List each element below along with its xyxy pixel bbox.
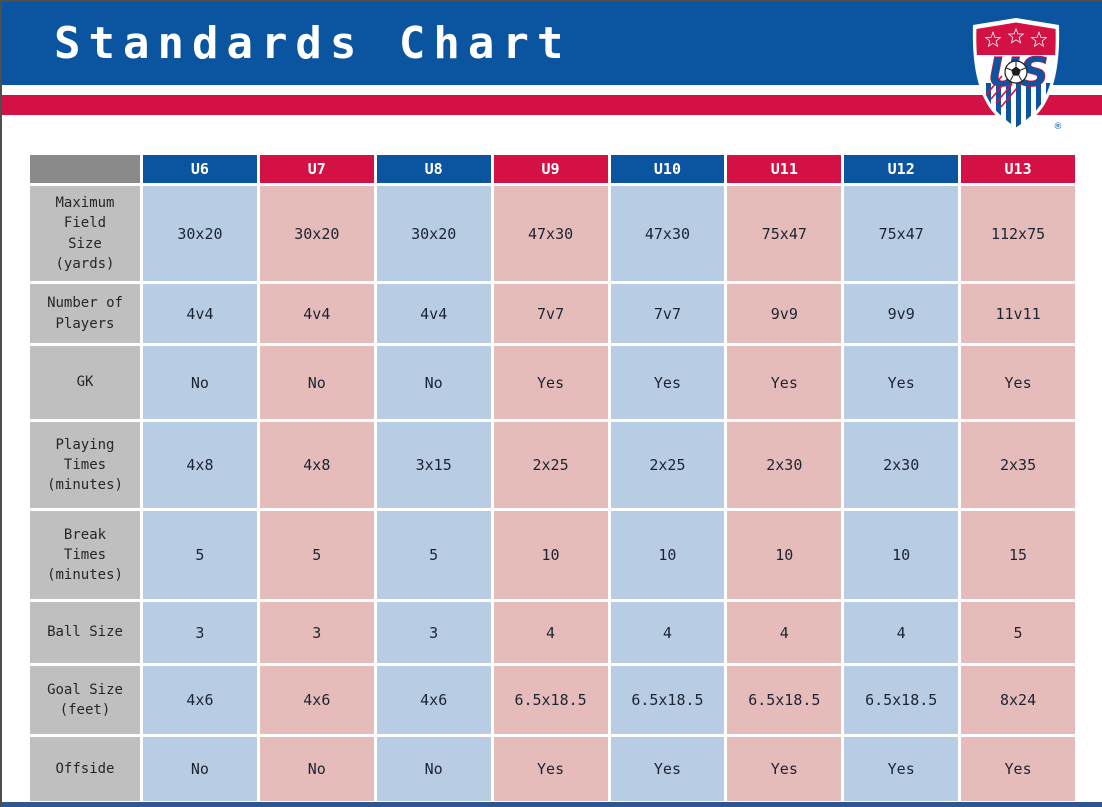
table-corner-cell — [30, 155, 140, 183]
cell-u8-goal-size-feet: 4x6 — [376, 666, 491, 734]
cell-u12-ball-size: 4 — [844, 602, 959, 663]
column-header-u7: U7 — [259, 155, 374, 183]
cell-u9-number-of-players: 7v7 — [493, 284, 608, 343]
column-header-u12: U12 — [844, 155, 959, 183]
red-accent-stripe — [2, 95, 1102, 115]
cell-u7-break-times-minutes: 5 — [259, 511, 374, 599]
us-soccer-crest-logo: U S ® — [972, 18, 1063, 132]
cell-u9-offside: Yes — [493, 737, 608, 801]
bottom-accent-bar — [2, 802, 1102, 807]
row-label-goal-size-feet: Goal Size (feet) — [30, 666, 140, 734]
cell-u7-number-of-players: 4v4 — [259, 284, 374, 343]
cell-u11-maximum-field-size-yards: 75x47 — [727, 186, 842, 281]
cell-u6-maximum-field-size-yards: 30x20 — [143, 186, 257, 281]
cell-u8-playing-times-minutes: 3x15 — [376, 422, 491, 508]
cell-u13-maximum-field-size-yards: 112x75 — [961, 186, 1075, 281]
cell-u10-gk: Yes — [610, 346, 725, 419]
cell-u7-ball-size: 3 — [259, 602, 374, 663]
cell-u6-goal-size-feet: 4x6 — [143, 666, 257, 734]
cell-u7-playing-times-minutes: 4x8 — [259, 422, 374, 508]
cell-u12-offside: Yes — [844, 737, 959, 801]
cell-u9-maximum-field-size-yards: 47x30 — [493, 186, 608, 281]
cell-u9-playing-times-minutes: 2x25 — [493, 422, 608, 508]
crest-speed-lines — [985, 75, 1018, 108]
cell-u12-gk: Yes — [844, 346, 959, 419]
title-banner: Standards Chart — [2, 2, 1102, 85]
column-header-u11: U11 — [727, 155, 842, 183]
cell-u11-ball-size: 4 — [727, 602, 842, 663]
cell-u7-offside: No — [259, 737, 374, 801]
cell-u8-break-times-minutes: 5 — [376, 511, 491, 599]
cell-u8-ball-size: 3 — [376, 602, 491, 663]
cell-u8-offside: No — [376, 737, 491, 801]
cell-u13-number-of-players: 11v11 — [961, 284, 1075, 343]
cell-u6-playing-times-minutes: 4x8 — [143, 422, 257, 508]
row-label-number-of-players: Number of Players — [30, 284, 140, 343]
cell-u12-number-of-players: 9v9 — [844, 284, 959, 343]
cell-u12-goal-size-feet: 6.5x18.5 — [844, 666, 959, 734]
cell-u10-goal-size-feet: 6.5x18.5 — [610, 666, 725, 734]
cell-u10-number-of-players: 7v7 — [610, 284, 725, 343]
cell-u11-offside: Yes — [727, 737, 842, 801]
cell-u10-offside: Yes — [610, 737, 725, 801]
cell-u12-playing-times-minutes: 2x30 — [844, 422, 959, 508]
cell-u8-number-of-players: 4v4 — [376, 284, 491, 343]
cell-u10-playing-times-minutes: 2x25 — [610, 422, 725, 508]
row-label-ball-size: Ball Size — [30, 602, 140, 663]
cell-u6-gk: No — [143, 346, 257, 419]
row-label-break-times-minutes: Break Times (minutes) — [30, 511, 140, 599]
cell-u12-break-times-minutes: 10 — [844, 511, 959, 599]
cell-u13-offside: Yes — [961, 737, 1075, 801]
cell-u8-maximum-field-size-yards: 30x20 — [376, 186, 491, 281]
page-title: Standards Chart — [54, 18, 572, 69]
cell-u7-gk: No — [259, 346, 374, 419]
cell-u13-playing-times-minutes: 2x35 — [961, 422, 1075, 508]
soccer-ball-icon — [1004, 60, 1028, 84]
cell-u11-break-times-minutes: 10 — [727, 511, 842, 599]
row-label-playing-times-minutes: Playing Times (minutes) — [30, 422, 140, 508]
row-label-gk: GK — [30, 346, 140, 419]
registered-trademark: ® — [1054, 122, 1063, 132]
row-label-maximum-field-size-yards: Maximum Field Size (yards) — [30, 186, 140, 281]
column-header-u8: U8 — [376, 155, 491, 183]
cell-u11-playing-times-minutes: 2x30 — [727, 422, 842, 508]
cell-u13-break-times-minutes: 15 — [961, 511, 1075, 599]
cell-u13-gk: Yes — [961, 346, 1075, 419]
cell-u12-maximum-field-size-yards: 75x47 — [844, 186, 959, 281]
cell-u6-number-of-players: 4v4 — [143, 284, 257, 343]
column-header-u6: U6 — [143, 155, 257, 183]
cell-u10-break-times-minutes: 10 — [610, 511, 725, 599]
cell-u6-break-times-minutes: 5 — [143, 511, 257, 599]
crest-stars — [984, 27, 1048, 48]
cell-u13-goal-size-feet: 8x24 — [961, 666, 1075, 734]
cell-u11-gk: Yes — [727, 346, 842, 419]
cell-u8-gk: No — [376, 346, 491, 419]
row-label-offside: Offside — [30, 737, 140, 801]
cell-u10-ball-size: 4 — [610, 602, 725, 663]
cell-u10-maximum-field-size-yards: 47x30 — [610, 186, 725, 281]
column-header-u9: U9 — [493, 155, 608, 183]
cell-u11-goal-size-feet: 6.5x18.5 — [727, 666, 842, 734]
cell-u9-goal-size-feet: 6.5x18.5 — [493, 666, 608, 734]
cell-u7-maximum-field-size-yards: 30x20 — [259, 186, 374, 281]
column-header-u10: U10 — [610, 155, 725, 183]
cell-u6-offside: No — [143, 737, 257, 801]
cell-u7-goal-size-feet: 4x6 — [259, 666, 374, 734]
cell-u6-ball-size: 3 — [143, 602, 257, 663]
cell-u13-ball-size: 5 — [961, 602, 1075, 663]
standards-table: U6 U7 U8 U9 U10 U11 U12 U13 Maximum Field Size (… — [30, 155, 1075, 801]
cell-u9-gk: Yes — [493, 346, 608, 419]
cell-u9-ball-size: 4 — [493, 602, 608, 663]
column-header-u13: U13 — [961, 155, 1075, 183]
cell-u9-break-times-minutes: 10 — [493, 511, 608, 599]
cell-u11-number-of-players: 9v9 — [727, 284, 842, 343]
